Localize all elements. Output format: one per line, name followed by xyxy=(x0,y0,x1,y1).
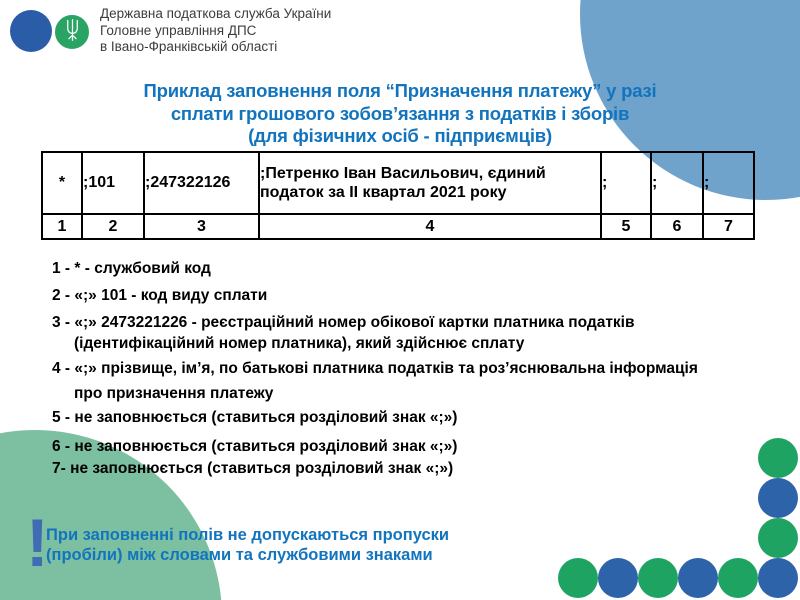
title-line: сплати грошового зобов’язання з податків… xyxy=(170,102,630,124)
decorative-dot xyxy=(598,558,638,598)
list-item: 7- не заповнюється (ставиться розділовий… xyxy=(52,460,454,477)
page-title: Приклад заповнення поля “Призначення пла… xyxy=(0,80,800,148)
logo-green-circle xyxy=(53,13,91,51)
decorative-dot xyxy=(758,438,798,478)
decorative-dot xyxy=(758,518,798,558)
title-line: (для фізичних осіб - підприємців) xyxy=(248,125,552,146)
cell-separator-7: ; xyxy=(702,151,755,215)
warning-line: (пробіли) між словами та службовими знак… xyxy=(46,545,433,564)
warning-note: При заповненні полів не допускаються про… xyxy=(46,526,449,565)
cell-number: 4 xyxy=(258,213,602,240)
cell-number: 5 xyxy=(600,213,652,240)
list-item: 5 - не заповнюється (ставиться розділови… xyxy=(52,409,458,426)
title-line: Приклад заповнення поля “Призначення пла… xyxy=(143,80,657,101)
warning-line: При заповненні полів не допускаються про… xyxy=(46,526,450,544)
list-item-continuation: (ідентифікаційний номер платника), який … xyxy=(74,335,525,352)
list-item: 2 - «;» 101 - код виду сплати xyxy=(52,287,268,304)
decorative-dot xyxy=(678,558,718,598)
decorative-dot xyxy=(558,558,598,598)
cell-number: 7 xyxy=(702,213,755,240)
cell-separator-6: ; xyxy=(650,151,704,215)
table-row-values: * ;101 ;247322126 ;Петренко Іван Васильо… xyxy=(41,151,755,215)
cell-number: 6 xyxy=(650,213,704,240)
list-item: 4 - «;» прізвище, ім’я, по батькові плат… xyxy=(52,360,698,377)
decorative-dot xyxy=(758,478,798,518)
list-item: 6 - не заповнюється (ставиться розділови… xyxy=(52,438,458,455)
org-line: Головне управління ДПС xyxy=(100,22,257,38)
org-line: Державна податкова служба України xyxy=(100,6,332,21)
org-line: в Івано-Франківській області xyxy=(100,39,278,54)
decorative-dot xyxy=(718,558,758,598)
org-name-block: Державна податкова служба України Головн… xyxy=(100,6,331,56)
list-item: 1 - * - службовий код xyxy=(52,260,211,277)
cell-payer-info: ;Петренко Іван Васильович, єдиний подато… xyxy=(258,151,602,215)
cell-number: 1 xyxy=(41,213,83,240)
decorative-dot xyxy=(758,558,798,598)
list-item-continuation: про призначення платежу xyxy=(74,385,274,402)
cell-registration-number: ;247322126 xyxy=(143,151,260,215)
cell-service-code: * xyxy=(41,151,83,215)
decorative-dot xyxy=(638,558,678,598)
exclamation-mark-icon: ! xyxy=(26,505,49,581)
list-item: 3 - «;» 2473221226 - реєстраційний номер… xyxy=(52,314,635,331)
cell-separator-5: ; xyxy=(600,151,652,215)
field-explanations-list: 1 - * - службовий код 2 - «;» 101 - код … xyxy=(52,260,797,485)
cell-number: 2 xyxy=(81,213,145,240)
logo-blue-circle xyxy=(10,10,52,52)
table-row-numbers: 1 2 3 4 5 6 7 xyxy=(41,213,755,240)
cell-number: 3 xyxy=(143,213,260,240)
payment-purpose-table: * ;101 ;247322126 ;Петренко Іван Васильо… xyxy=(41,151,755,240)
cell-payment-type-code: ;101 xyxy=(81,151,145,215)
trident-icon xyxy=(63,18,82,47)
